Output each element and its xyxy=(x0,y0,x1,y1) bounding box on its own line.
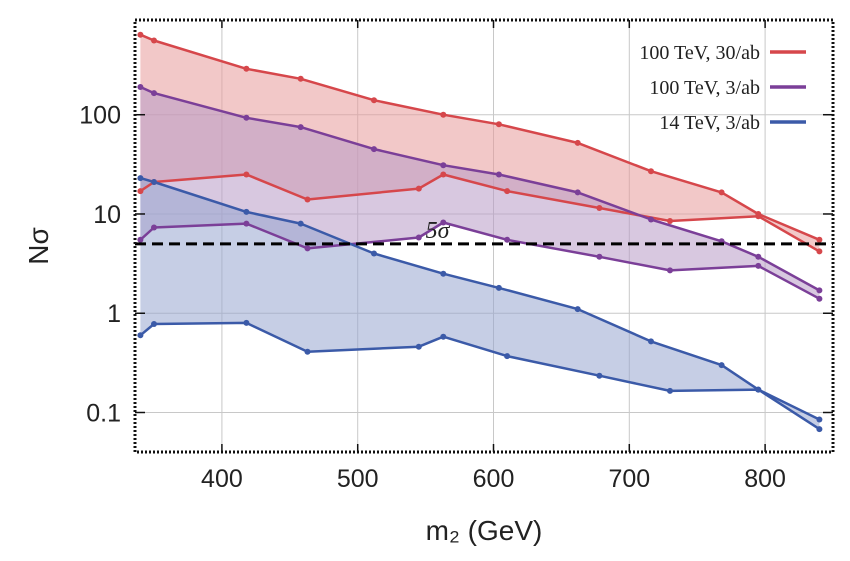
data-point xyxy=(151,321,157,327)
data-point xyxy=(243,171,250,178)
data-point xyxy=(648,216,654,223)
data-point xyxy=(297,124,304,131)
y-tick-label: 1 xyxy=(107,300,121,328)
reference-line-layer: 5σ xyxy=(135,218,833,246)
data-point xyxy=(596,253,603,260)
area-layer xyxy=(140,34,820,430)
data-point xyxy=(574,189,581,196)
plot-frame xyxy=(133,18,835,454)
data-point xyxy=(755,386,762,393)
data-point xyxy=(415,343,422,350)
data-point xyxy=(816,248,823,255)
data-point xyxy=(243,114,250,121)
data-point xyxy=(574,139,581,146)
x-tick-label: 500 xyxy=(337,465,379,493)
x-tick-label: 400 xyxy=(201,465,243,493)
data-point xyxy=(718,362,725,369)
x-tick-label: 700 xyxy=(608,465,650,493)
x-tick-label: 800 xyxy=(744,465,786,493)
data-point xyxy=(243,208,250,215)
data-point xyxy=(495,284,502,291)
data-point xyxy=(243,65,250,72)
data-point xyxy=(816,416,823,423)
data-point xyxy=(137,31,144,38)
y-tick-label: 10 xyxy=(93,201,121,229)
data-point xyxy=(243,319,250,326)
data-point xyxy=(504,353,511,360)
data-point xyxy=(297,220,304,227)
data-point xyxy=(504,188,511,195)
legend-label: 14 TeV, 3/ab xyxy=(659,112,760,134)
data-point xyxy=(371,146,377,153)
data-point xyxy=(137,332,144,339)
reference-line-label: 5σ xyxy=(426,218,451,244)
data-point xyxy=(440,333,447,340)
data-point xyxy=(371,97,377,104)
data-point xyxy=(648,168,654,175)
data-point xyxy=(667,218,673,224)
data-point xyxy=(816,426,823,433)
data-point xyxy=(415,185,422,192)
data-point xyxy=(574,306,581,313)
tick-layer: 400 500 600 700 800 0.1 1 10 100 xyxy=(79,20,833,493)
data-point xyxy=(816,295,823,302)
data-point xyxy=(151,90,157,97)
data-point xyxy=(151,224,157,231)
y-tick-label: 0.1 xyxy=(86,400,121,428)
data-point xyxy=(440,111,447,118)
data-point xyxy=(440,162,447,169)
legend-label: 100 TeV, 30/ab xyxy=(639,42,760,64)
data-point xyxy=(667,387,673,394)
data-point xyxy=(137,84,144,90)
legend-label: 100 TeV, 3/ab xyxy=(649,77,760,99)
data-point xyxy=(667,267,673,274)
data-point xyxy=(304,245,311,252)
data-point xyxy=(816,236,823,243)
data-point xyxy=(596,205,603,211)
data-point xyxy=(755,262,762,269)
data-point xyxy=(304,196,311,203)
data-point xyxy=(137,188,144,195)
data-point xyxy=(243,220,250,227)
data-point xyxy=(648,338,654,345)
data-point xyxy=(440,219,447,226)
band-area-2 xyxy=(140,178,820,430)
plot-border xyxy=(133,18,835,454)
data-point xyxy=(440,270,447,277)
data-point xyxy=(137,175,144,182)
band-upper-line-1 xyxy=(139,85,821,292)
data-point xyxy=(151,37,157,44)
x-axis-title: m₂ (GeV) xyxy=(426,515,543,546)
band-upper-line-2 xyxy=(140,176,820,421)
point-layer xyxy=(137,31,823,433)
data-point xyxy=(718,189,725,196)
data-point xyxy=(151,179,157,185)
data-point xyxy=(755,253,762,260)
data-point xyxy=(440,171,447,178)
data-point xyxy=(297,75,304,82)
y-tick-label: 100 xyxy=(79,102,121,130)
data-point xyxy=(137,236,144,243)
data-point xyxy=(596,372,603,379)
data-point xyxy=(504,236,511,243)
band-upper-line-0 xyxy=(139,33,820,241)
data-point xyxy=(495,121,502,128)
data-point xyxy=(371,250,377,257)
x-tick-label: 600 xyxy=(473,465,515,493)
data-point xyxy=(415,234,422,241)
data-point xyxy=(304,348,311,355)
y-axis-title: Nσ xyxy=(23,227,54,265)
data-point xyxy=(755,213,762,220)
data-point xyxy=(495,171,502,178)
data-point xyxy=(816,287,823,294)
legend: 100 TeV, 30/ab 100 TeV, 3/ab 14 TeV, 3/ab xyxy=(639,42,806,134)
